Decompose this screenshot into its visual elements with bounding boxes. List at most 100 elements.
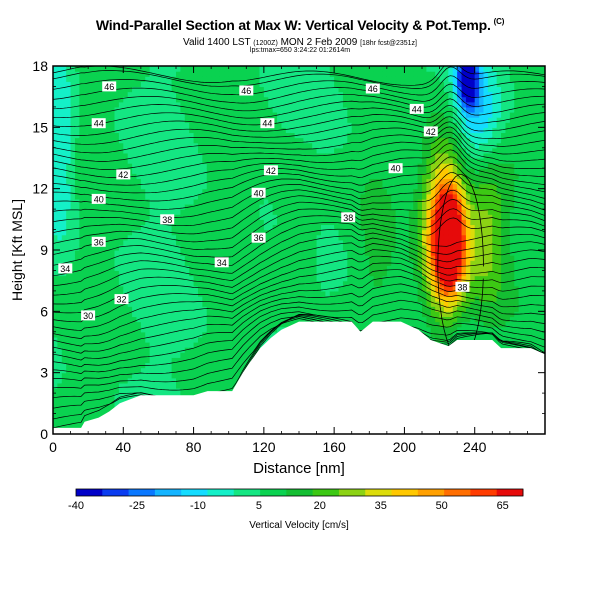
field-cell [53, 367, 58, 374]
field-cell [57, 260, 63, 266]
field-cell [118, 316, 124, 323]
field-cell [263, 142, 269, 149]
field-cell [110, 398, 116, 404]
field-cell [74, 127, 80, 134]
field-cell [96, 183, 102, 190]
field-cell [96, 382, 102, 389]
field-cell [241, 342, 247, 348]
field-cell [140, 86, 146, 93]
field-cell [74, 331, 80, 338]
field-cell [285, 96, 291, 103]
field-cell [74, 244, 80, 251]
field-cell [158, 106, 164, 113]
field-cell [57, 198, 63, 205]
field-cell [202, 239, 208, 246]
field-cell [61, 127, 67, 134]
field-cell [79, 204, 85, 210]
field-cell [338, 285, 344, 292]
field-cell [176, 229, 181, 236]
field-cell [57, 101, 63, 108]
field-cell [320, 214, 326, 220]
field-cell [123, 255, 129, 261]
field-cell [334, 224, 340, 231]
field-cell [294, 86, 300, 93]
field-cell [255, 86, 261, 93]
field-cell [123, 306, 129, 312]
field-cell [320, 188, 326, 195]
field-cell [189, 86, 195, 93]
field-cell [79, 250, 85, 256]
field-cell [118, 326, 124, 333]
field-cell [277, 147, 283, 154]
field-cell [281, 193, 287, 200]
field-cell [110, 76, 116, 82]
field-cell [184, 198, 190, 205]
field-cell [70, 377, 76, 384]
field-cell [206, 101, 212, 108]
field-cell [202, 198, 208, 205]
field-cell [171, 275, 177, 282]
field-cell [83, 388, 89, 394]
field-cell [57, 188, 63, 195]
field-cell [96, 301, 102, 307]
field-cell [342, 306, 348, 312]
field-cell [127, 265, 133, 272]
field-cell [132, 290, 138, 297]
field-cell [110, 147, 116, 154]
field-cell [228, 255, 234, 261]
field-cell [351, 260, 357, 266]
field-cell [272, 198, 278, 205]
field-cell [70, 71, 76, 77]
field-cell [118, 66, 124, 72]
field-cell [307, 112, 313, 118]
field-cell [132, 280, 138, 287]
field-cell [57, 362, 63, 369]
field-cell [88, 209, 94, 215]
field-cell [193, 112, 199, 118]
field-cell [70, 403, 76, 410]
field-cell [96, 132, 102, 139]
field-cell [347, 209, 353, 215]
field-cell [118, 101, 124, 108]
field-cell [154, 239, 160, 246]
field-cell [96, 275, 102, 282]
field-cell [259, 142, 265, 149]
field-cell [193, 163, 199, 169]
field-cell [145, 224, 151, 231]
field-cell [219, 163, 225, 169]
field-cell [228, 321, 234, 328]
field-cell [342, 168, 348, 174]
field-cell [268, 147, 274, 154]
field-cell [272, 147, 278, 154]
field-cell [53, 71, 58, 77]
field-cell [246, 147, 252, 154]
field-cell [347, 193, 353, 200]
field-cell [79, 357, 85, 364]
field-cell [171, 91, 177, 98]
field-cell [290, 224, 296, 231]
field-cell [285, 306, 291, 312]
field-cell [338, 147, 344, 154]
field-cell [83, 296, 89, 302]
field-cell [158, 388, 164, 394]
field-cell [329, 280, 335, 287]
field-cell [118, 193, 124, 200]
field-cell [193, 316, 199, 323]
field-cell [123, 132, 129, 139]
field-cell [320, 209, 326, 215]
field-cell [215, 336, 221, 343]
field-cell [219, 66, 225, 72]
field-cell [110, 270, 116, 277]
field-cell [167, 234, 173, 241]
field-cell [145, 198, 151, 205]
field-cell [176, 326, 181, 333]
field-cell [118, 357, 124, 364]
field-cell [154, 290, 160, 297]
field-cell [53, 81, 58, 88]
field-cell [92, 219, 98, 226]
field-cell [57, 219, 63, 226]
field-cell [215, 132, 221, 139]
field-cell [197, 96, 203, 103]
field-cell [320, 91, 326, 98]
field-cell [351, 244, 357, 251]
